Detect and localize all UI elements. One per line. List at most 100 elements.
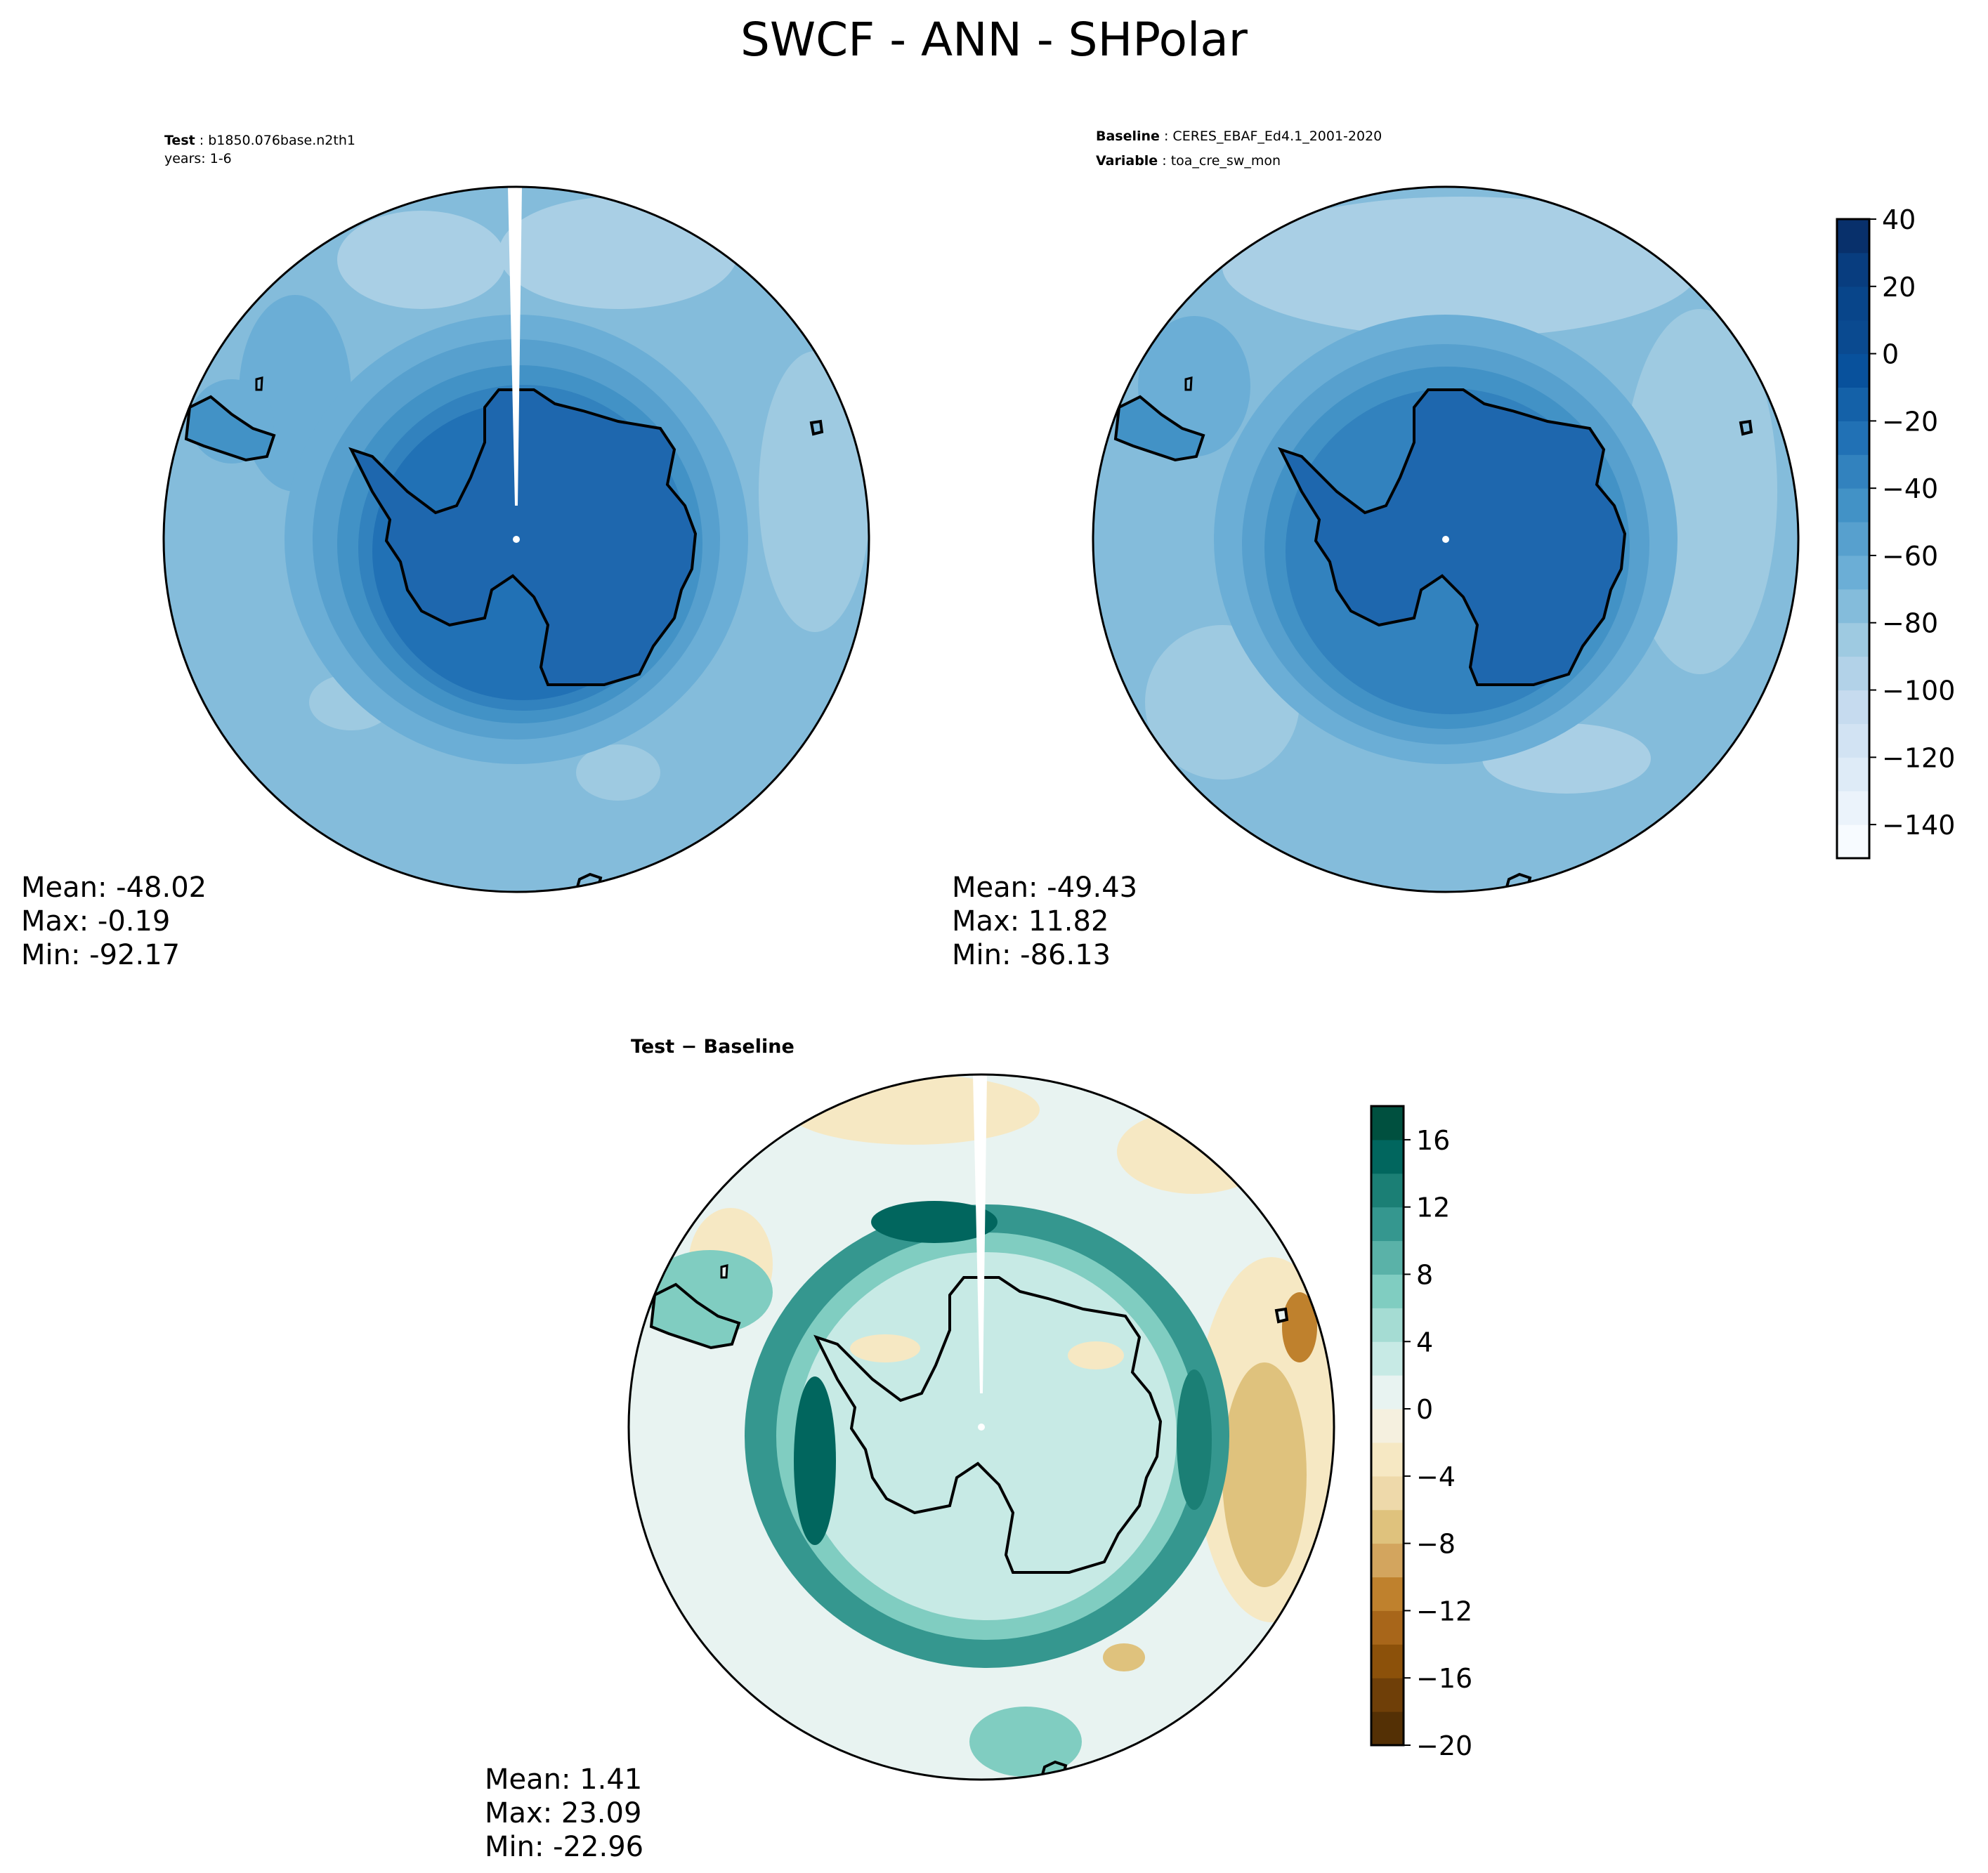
diff-colorbar-segment — [1371, 1610, 1404, 1645]
baseline-colorbar-segment — [1837, 589, 1869, 624]
baseline-colorbar-tick-label: −100 — [1882, 676, 1955, 707]
diff-field-patch — [969, 1707, 1082, 1777]
diff-colorbar-segment — [1371, 1644, 1404, 1678]
diff-field-patch — [871, 1201, 998, 1243]
diff-missing-wedge — [973, 1074, 987, 1393]
test-island-coast — [809, 419, 824, 436]
diff-island-coast — [1274, 1307, 1289, 1324]
baseline-antarctica-coast — [1278, 388, 1627, 686]
baseline-map — [1092, 185, 1800, 893]
baseline-colorbar-segment — [1837, 824, 1869, 859]
test-label-key: Test — [164, 133, 195, 148]
baseline-colorbar-segment — [1837, 723, 1869, 758]
test-years: years: 1-6 — [164, 151, 232, 166]
test-stat-min: Min: -92.17 — [21, 939, 181, 971]
diff-colorbar-segment — [1371, 1139, 1404, 1174]
baseline-colorbar-segment — [1837, 757, 1869, 791]
test-field-patch — [576, 744, 660, 801]
diff-field-patch — [1282, 1292, 1317, 1362]
baseline-label-value: CERES_EBAF_Ed4.1_2001-2020 — [1172, 129, 1382, 144]
diff-stat-min: Min: -22.96 — [485, 1831, 644, 1863]
test-pole-marker — [513, 536, 520, 543]
diff-pole-marker — [978, 1424, 985, 1431]
baseline-colorbar-tick-label: 20 — [1882, 272, 1916, 303]
diff-colorbar-tick-label: −4 — [1416, 1461, 1456, 1492]
baseline-colorbar-segment — [1837, 656, 1869, 691]
baseline-label: Baseline : CERES_EBAF_Ed4.1_2001-2020 — [1096, 129, 1382, 144]
diff-south-america-coast — [649, 1282, 741, 1350]
test-field-patch — [499, 197, 738, 309]
baseline-colorbar-segment — [1837, 555, 1869, 590]
diff-colorbar-frame — [1370, 1105, 1405, 1747]
baseline-colorbar-segment — [1837, 421, 1869, 455]
diff-stat-max: Max: 23.09 — [485, 1797, 642, 1829]
diff-stats: Mean: 1.41 Max: 23.09 Min: -22.96 — [485, 1763, 643, 1864]
test-label: Test : b1850.076base.n2th1 — [164, 133, 355, 148]
baseline-variable-value: toa_cre_sw_mon — [1170, 153, 1281, 169]
baseline-island-coast — [1739, 419, 1753, 436]
diff-colorbar-segment — [1371, 1509, 1404, 1544]
diff-colorbar-segment — [1371, 1678, 1404, 1712]
baseline-colorbar-frame — [1836, 218, 1871, 860]
test-label-value: b1850.076base.n2th1 — [208, 133, 355, 148]
baseline-colorbar-segment — [1837, 454, 1869, 489]
baseline-colorbar-tick-label: 40 — [1882, 204, 1916, 235]
difference-map — [627, 1073, 1335, 1781]
baseline-variable: Variable : toa_cre_sw_mon — [1096, 153, 1281, 169]
test-antarctica-coast — [348, 388, 698, 686]
diff-title: Test − Baseline — [631, 1036, 794, 1058]
diff-colorbar-tick-label: 4 — [1416, 1327, 1433, 1358]
diff-colorbar-segment — [1371, 1207, 1404, 1242]
baseline-colorbar-segment — [1837, 353, 1869, 388]
baseline-colorbar: 40 20 0 −20 −40 −60 −80 −100 −120 −140 — [1836, 204, 1955, 860]
baseline-colorbar-segment — [1837, 522, 1869, 556]
figure-title: SWCF - ANN - SHPolar — [740, 13, 1248, 67]
test-island-coast — [255, 376, 263, 391]
diff-colorbar-tick-label: −8 — [1416, 1529, 1456, 1560]
baseline-colorbar-segment — [1837, 622, 1869, 657]
diff-colorbar-segment — [1371, 1577, 1404, 1611]
diff-colorbar-segment — [1371, 1375, 1404, 1409]
diff-colorbar-segment — [1371, 1711, 1404, 1746]
diff-colorbar-segment — [1371, 1308, 1404, 1342]
baseline-field-patch — [1222, 197, 1700, 337]
diff-map-boundary — [627, 1073, 1335, 1781]
diff-colorbar-segment — [1371, 1173, 1404, 1208]
diff-island-coast — [720, 1264, 728, 1279]
baseline-stat-max: Max: 11.82 — [952, 905, 1109, 938]
diff-colorbar-segment — [1371, 1442, 1404, 1477]
baseline-colorbar-segment — [1837, 219, 1869, 254]
diff-stat-mean: Mean: 1.41 — [485, 1763, 643, 1796]
test-map-boundary — [162, 185, 870, 893]
diff-field-patch — [787, 1074, 1040, 1145]
diff-colorbar-tick-label: −12 — [1416, 1596, 1472, 1626]
baseline-colorbar-tick-label: −20 — [1882, 406, 1938, 437]
baseline-island-coast — [1184, 376, 1193, 391]
baseline-colorbar-tick-label: −120 — [1882, 742, 1955, 773]
diff-colorbar-tick-label: 16 — [1416, 1125, 1450, 1156]
diff-colorbar-tick-label: 8 — [1416, 1259, 1433, 1290]
diff-colorbar-segment — [1371, 1409, 1404, 1443]
baseline-colorbar-tick-label: −40 — [1882, 473, 1938, 504]
diff-field-patch — [850, 1334, 920, 1362]
test-field-patch — [337, 211, 506, 309]
test-missing-wedge — [508, 187, 522, 506]
diff-field-patch — [794, 1376, 836, 1545]
test-map — [162, 185, 870, 893]
diff-field-patch — [1222, 1362, 1307, 1587]
baseline-stat-mean: Mean: -49.43 — [952, 872, 1138, 904]
baseline-south-america-coast — [1113, 395, 1205, 462]
diff-colorbar-tick-label: 12 — [1416, 1192, 1450, 1223]
diff-colorbar-segment — [1371, 1476, 1404, 1511]
diff-colorbar-segment — [1371, 1341, 1404, 1376]
baseline-colorbar-tick-label: −140 — [1882, 810, 1955, 841]
baseline-colorbar-tick-label: −80 — [1882, 608, 1938, 639]
baseline-stat-min: Min: -86.13 — [952, 939, 1111, 971]
baseline-colorbar-segment — [1837, 252, 1869, 287]
diff-colorbar-segment — [1371, 1543, 1404, 1578]
test-field-patch — [759, 351, 869, 632]
diff-colorbar-segment — [1371, 1106, 1404, 1141]
diff-colorbar-tick-label: −20 — [1416, 1730, 1472, 1761]
